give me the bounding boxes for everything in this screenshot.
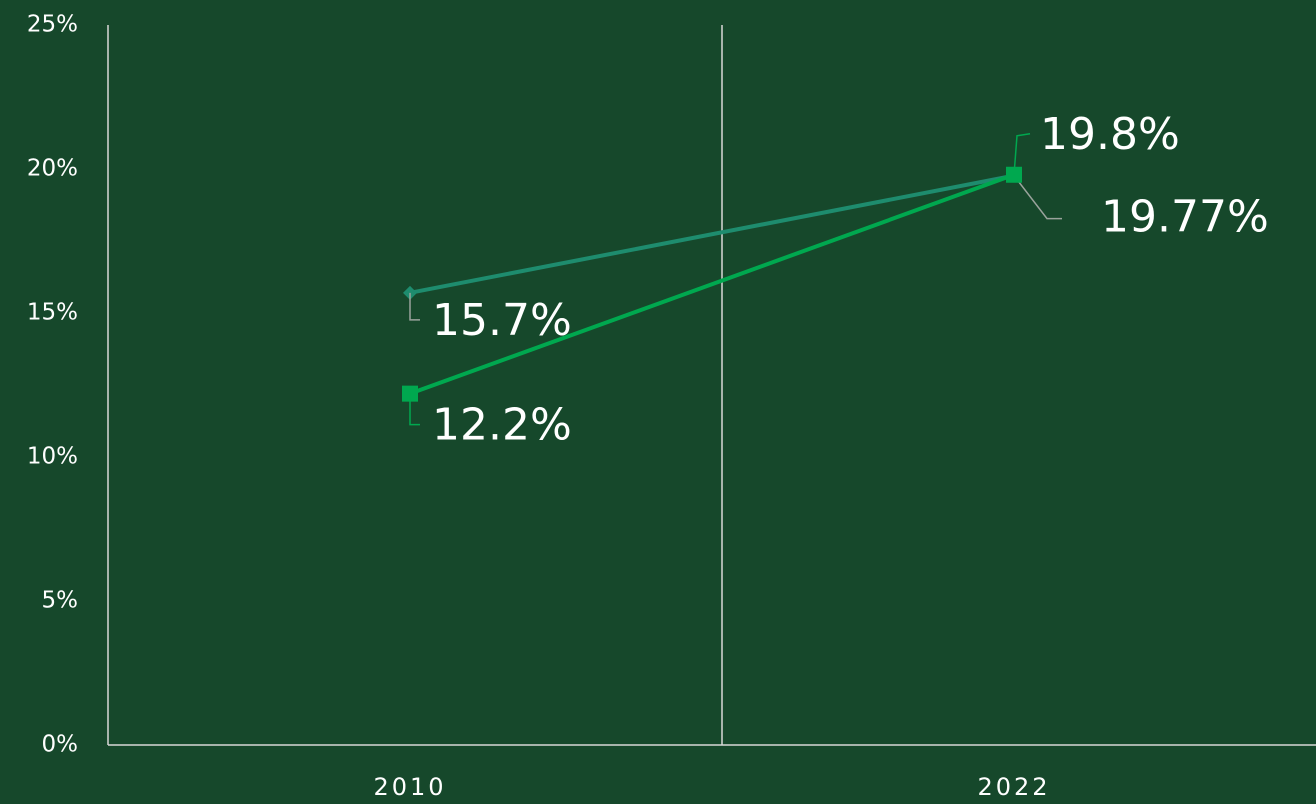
data-label: 19.77% xyxy=(1101,192,1269,243)
y-tick-label: 25% xyxy=(27,12,78,38)
y-tick-label: 20% xyxy=(27,156,78,182)
series-line xyxy=(409,173,1015,295)
series-line xyxy=(409,172,1015,396)
x-tick-label: 2010 xyxy=(373,773,446,801)
data-label: 15.7% xyxy=(432,295,572,346)
data-label: 12.2% xyxy=(432,400,572,451)
y-tick-label: 10% xyxy=(27,444,78,470)
leader-line xyxy=(1013,175,1062,220)
leader-line xyxy=(1013,133,1031,175)
x-tick-label: 2022 xyxy=(977,773,1050,801)
y-tick-label: 0% xyxy=(42,732,79,758)
leader-line xyxy=(409,393,420,426)
leader-line xyxy=(409,292,420,321)
y-tick-label: 15% xyxy=(27,300,78,326)
data-label: 19.8% xyxy=(1040,109,1180,160)
y-tick-label: 5% xyxy=(42,588,79,614)
